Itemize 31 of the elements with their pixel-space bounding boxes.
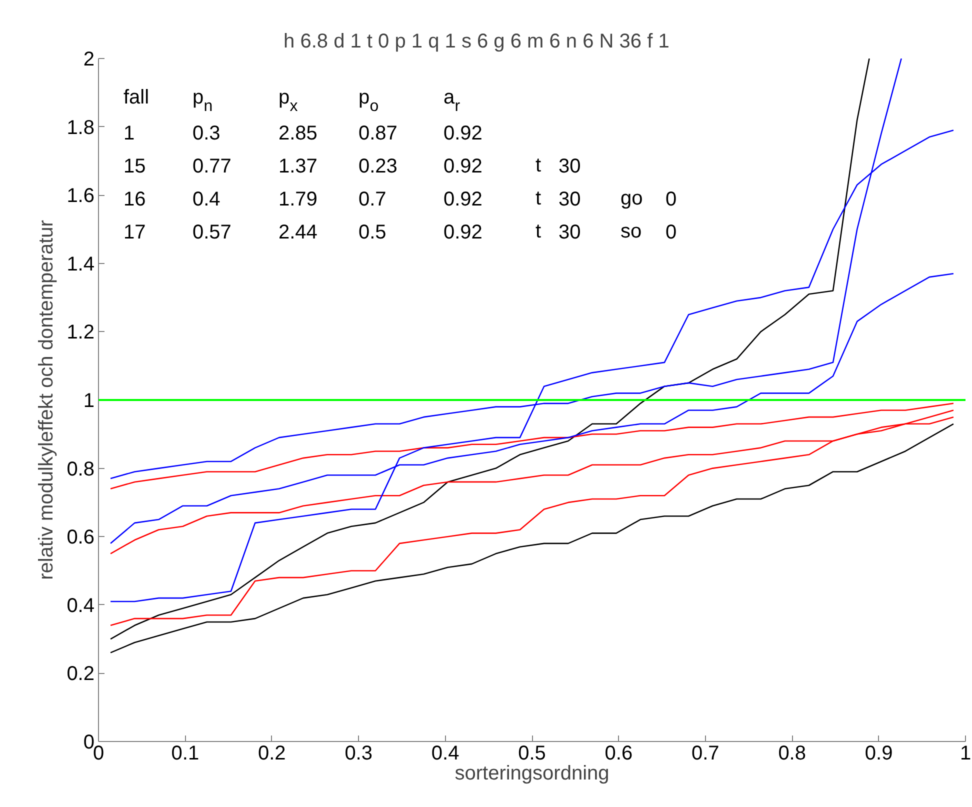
text: 17 0.57 2.44 0.5 0.92 t 30 so 0 bbox=[124, 220, 677, 244]
y-tick-label: 1 bbox=[83, 390, 94, 412]
y-tick-label: 1.4 bbox=[66, 253, 95, 276]
y-tick-label: 0.4 bbox=[66, 594, 95, 617]
x-tick-label: 0.2 bbox=[258, 742, 286, 764]
y-tick-label: 0.6 bbox=[66, 526, 95, 549]
y-tick-label: 1.2 bbox=[66, 322, 95, 344]
x-tick-label: 0.5 bbox=[518, 742, 546, 764]
text: 1 0.3 2.85 0.87 0.92 bbox=[124, 122, 482, 144]
text: 15 0.77 1.37 0.23 0.92 t 30 bbox=[124, 154, 581, 178]
x-tick-label: 0.1 bbox=[171, 742, 200, 764]
y-tick-label: 1.6 bbox=[66, 185, 95, 208]
x-tick-label: 1 bbox=[960, 742, 972, 764]
y-axis-title: relativ modulkyleffekt och dontemperatur bbox=[36, 220, 58, 580]
y-tick-label: 0.2 bbox=[66, 663, 95, 686]
text: 16 0.4 1.79 0.7 0.92 t 30 go 0 bbox=[124, 188, 677, 210]
x-tick-label: 0.3 bbox=[344, 742, 373, 764]
x-tick-label: 0.9 bbox=[864, 742, 893, 764]
x-axis-title: sorteringsordning bbox=[454, 762, 610, 784]
line-series bbox=[110, 423, 954, 654]
y-tick-label: 0.8 bbox=[66, 458, 95, 480]
line-series bbox=[110, 402, 954, 490]
x-tick-label: 0.8 bbox=[778, 742, 806, 764]
x-tick-label: 0.6 bbox=[604, 742, 633, 764]
x-tick-label: 0.7 bbox=[692, 742, 720, 764]
line-series bbox=[110, 58, 870, 640]
y-tick-label: 2 bbox=[83, 48, 94, 70]
chart-title: h 6.8 d 1 t 0 p 1 q 1 s 6 g 6 m 6 n 6 N 36 f 1 bbox=[284, 30, 670, 52]
x-tick-label: 0.4 bbox=[431, 742, 460, 764]
line-series bbox=[110, 410, 954, 626]
y-tick-label: 1.8 bbox=[66, 116, 95, 139]
